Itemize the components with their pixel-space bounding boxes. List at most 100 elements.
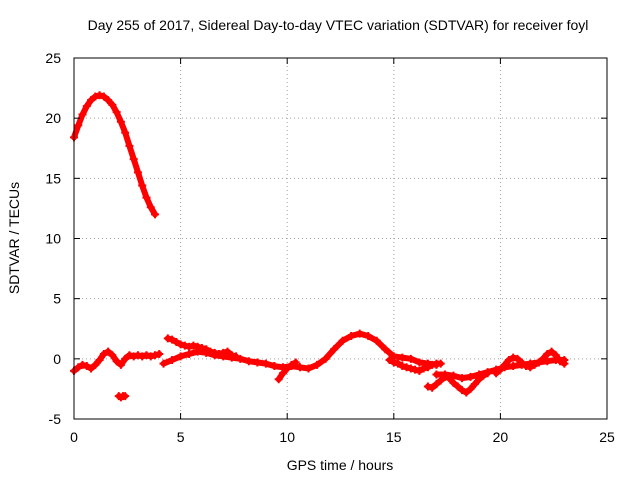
data-point — [415, 366, 424, 375]
data-point — [176, 352, 185, 361]
data-point — [406, 364, 415, 373]
data-point — [278, 369, 287, 378]
data-point — [291, 358, 300, 367]
data-point — [104, 96, 113, 105]
data-point — [108, 100, 117, 109]
data-point — [74, 363, 83, 372]
data-point — [364, 331, 373, 340]
data-point — [483, 368, 492, 377]
data-point — [295, 363, 304, 372]
data-point — [313, 360, 322, 369]
data-point — [304, 364, 313, 373]
data-point — [185, 342, 194, 351]
data-point — [547, 347, 556, 356]
data-point — [500, 360, 509, 369]
data-point — [176, 340, 185, 349]
x-tick-label: 25 — [599, 429, 615, 445]
data-point — [189, 341, 198, 350]
data-point — [163, 334, 172, 343]
data-point — [470, 380, 479, 389]
data-point — [449, 378, 458, 387]
data-point — [530, 360, 539, 369]
data-point — [74, 121, 83, 130]
data-point — [168, 335, 177, 344]
series-arc-1 — [70, 91, 160, 219]
data-point — [133, 351, 142, 360]
data-point — [244, 357, 253, 366]
data-point — [210, 351, 219, 360]
x-tick-label: 0 — [70, 429, 78, 445]
data-point — [274, 375, 283, 384]
data-point — [509, 362, 518, 371]
data-point — [513, 354, 522, 363]
y-tick-label: 25 — [45, 50, 61, 66]
data-point — [453, 382, 462, 391]
data-point — [475, 370, 484, 379]
data-point — [227, 353, 236, 362]
data-point — [155, 350, 164, 359]
data-point — [492, 369, 501, 378]
data-point — [543, 350, 552, 359]
data-point — [87, 96, 96, 105]
data-point — [95, 356, 104, 365]
x-tick-label: 5 — [177, 429, 185, 445]
data-point — [436, 376, 445, 385]
data-point — [138, 181, 147, 190]
data-point — [133, 168, 142, 177]
data-point — [125, 351, 134, 360]
data-point — [394, 359, 403, 368]
series-arc-2 — [70, 347, 164, 375]
chart-title: Day 255 of 2017, Sidereal Day-to-day VTE… — [88, 17, 589, 33]
y-tick-label: -5 — [49, 411, 62, 427]
data-point — [146, 352, 155, 361]
data-point — [398, 353, 407, 362]
data-point — [253, 358, 262, 367]
data-point — [449, 371, 458, 380]
data-point — [172, 337, 181, 346]
x-tick-label: 15 — [386, 429, 402, 445]
y-tick-label: 5 — [53, 291, 61, 307]
data-point — [556, 357, 565, 366]
data-point — [287, 360, 296, 369]
y-tick-label: 15 — [45, 170, 61, 186]
data-point — [462, 388, 471, 397]
data-point — [185, 350, 194, 359]
data-point — [168, 356, 177, 365]
data-point — [458, 386, 467, 395]
data-point — [415, 358, 424, 367]
data-point — [440, 370, 449, 379]
data-point — [347, 331, 356, 340]
data-point — [180, 341, 189, 350]
data-point — [138, 352, 147, 361]
data-point — [142, 193, 151, 202]
data-point — [270, 362, 279, 371]
data-point — [466, 372, 475, 381]
data-point — [108, 351, 117, 360]
data-point — [428, 360, 437, 369]
data-point — [321, 354, 330, 363]
data-point — [104, 347, 113, 356]
data-point — [236, 354, 245, 363]
data-point — [496, 365, 505, 374]
data-point — [428, 383, 437, 392]
data-point — [411, 365, 420, 374]
data-point — [95, 91, 104, 100]
data-point — [283, 364, 292, 373]
data-point — [116, 117, 125, 126]
series-band — [71, 92, 158, 218]
data-point — [151, 210, 160, 219]
x-tick-label: 20 — [493, 429, 509, 445]
data-point — [78, 110, 87, 119]
data-point — [87, 364, 96, 373]
x-axis-label: GPS time / hours — [287, 457, 394, 473]
data-point — [381, 345, 390, 354]
data-point — [539, 354, 548, 363]
data-point — [423, 363, 432, 372]
data-point — [402, 363, 411, 372]
data-point — [466, 384, 475, 393]
data-point — [521, 362, 530, 371]
data-point — [112, 357, 121, 366]
data-point — [458, 374, 467, 383]
data-point — [78, 360, 87, 369]
